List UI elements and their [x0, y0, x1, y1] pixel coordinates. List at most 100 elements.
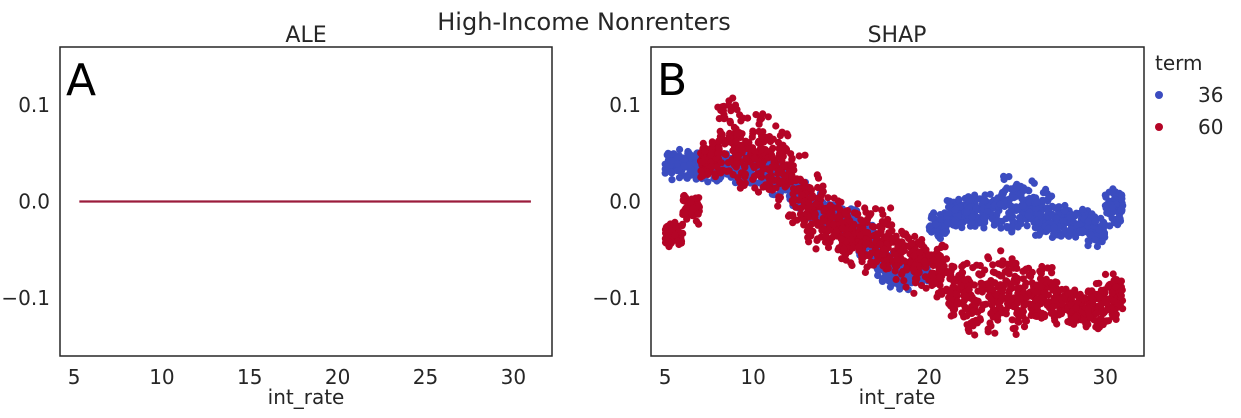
shap-point-term-60: [726, 119, 735, 127]
shap-point-term-60: [801, 151, 809, 159]
shap-point-term-60: [998, 293, 1006, 301]
shap-point-term-60: [1049, 286, 1057, 294]
shap-point-term-60: [1004, 293, 1012, 301]
shap-point-term-36: [930, 214, 938, 222]
shap-point-term-60: [1071, 286, 1079, 294]
shap-point-term-60: [717, 159, 726, 167]
shap-point-term-60: [826, 201, 834, 209]
shap-point-term-60: [805, 238, 813, 246]
shap-point-term-36: [665, 150, 674, 158]
shap-point-term-36: [673, 154, 682, 162]
shap-point-term-60: [900, 277, 908, 285]
shap-point-term-60: [849, 244, 857, 252]
shap-point-term-60: [824, 194, 832, 202]
shap-point-term-60: [848, 261, 856, 270]
shap-point-term-60: [987, 285, 995, 293]
shap-point-term-60: [935, 274, 943, 282]
panel-b-xlabel: int_rate: [859, 385, 936, 409]
shap-point-term-60: [970, 281, 979, 289]
shap-point-term-60: [768, 163, 776, 171]
shap-point-term-60: [1014, 311, 1022, 319]
shap-point-term-60: [708, 162, 716, 170]
shap-point-term-60: [774, 138, 783, 146]
shap-point-term-60: [1072, 304, 1080, 312]
shap-point-term-36: [1060, 207, 1069, 215]
shap-point-term-60: [1037, 283, 1045, 291]
shap-point-term-60: [1108, 289, 1116, 297]
shap-point-term-60: [880, 218, 888, 226]
panel-a-xlabel: int_rate: [268, 385, 345, 409]
shap-point-term-60: [1037, 314, 1046, 322]
shap-point-term-60: [1011, 324, 1019, 332]
shap-point-term-36: [988, 215, 996, 223]
shap-point-term-36: [965, 196, 973, 204]
shap-point-term-60: [824, 243, 833, 252]
shap-point-term-60: [708, 139, 717, 147]
shap-point-term-60: [1089, 299, 1097, 307]
shap-point-term-36: [980, 214, 988, 222]
shap-point-term-36: [1036, 211, 1044, 219]
shap-point-term-60: [1084, 320, 1092, 328]
shap-point-term-60: [950, 311, 958, 319]
shap-point-term-60: [1075, 292, 1084, 301]
shap-point-term-60: [674, 237, 682, 245]
shap-point-term-60: [1112, 283, 1120, 291]
shap-point-term-36: [980, 196, 988, 205]
shap-point-term-60: [898, 270, 906, 278]
shap-point-term-60: [1019, 275, 1027, 283]
shap-point-term-60: [838, 218, 846, 227]
shap-point-term-36: [1100, 231, 1108, 239]
shap-point-term-36: [881, 273, 889, 281]
shap-point-term-60: [1092, 309, 1101, 317]
shap-point-term-60: [729, 94, 737, 102]
shap-point-term-60: [742, 154, 750, 162]
shap-point-term-60: [755, 127, 763, 136]
shap-point-term-60: [820, 217, 828, 225]
shap-point-term-60: [963, 259, 971, 267]
shap-point-term-60: [1013, 274, 1022, 282]
shap-point-term-60: [805, 199, 813, 207]
shap-point-term-60: [1037, 276, 1045, 284]
shap-point-term-60: [754, 139, 762, 147]
shap-point-term-60: [931, 280, 939, 288]
shap-point-term-36: [1001, 186, 1009, 194]
panel-b-ticks: 5 10 15 20 25 30 0.1 0.0 −0.1: [592, 93, 1118, 389]
panel-a-letter: A: [66, 55, 96, 106]
shap-point-term-60: [1112, 276, 1121, 284]
shap-point-term-36: [1000, 175, 1008, 184]
shap-point-term-36: [1052, 214, 1061, 222]
legend-marker-36: [1155, 91, 1163, 99]
shap-point-term-60: [1036, 267, 1044, 275]
shap-point-term-36: [1025, 187, 1033, 195]
shap-point-term-60: [839, 224, 847, 232]
shap-point-term-36: [1015, 214, 1024, 222]
shap-point-term-36: [1028, 177, 1036, 185]
shap-point-term-60: [762, 133, 771, 141]
shap-point-term-60: [1044, 291, 1052, 299]
shap-point-term-60: [758, 160, 767, 168]
shap-point-term-36: [1097, 214, 1105, 222]
shap-point-term-36: [1038, 196, 1047, 204]
legend-marker-60: [1155, 123, 1163, 131]
shap-point-term-60: [699, 139, 707, 147]
shap-point-term-36: [997, 224, 1005, 232]
shap-point-term-60: [724, 159, 732, 167]
shap-point-term-60: [842, 256, 850, 264]
shap-point-term-36: [1091, 236, 1099, 244]
shap-point-term-60: [757, 169, 765, 177]
shap-point-term-36: [1035, 231, 1043, 239]
shap-point-term-36: [1079, 205, 1087, 213]
shap-point-term-60: [878, 206, 886, 214]
shap-point-term-60: [1103, 306, 1111, 314]
shap-point-term-60: [847, 235, 855, 243]
shap-point-term-60: [751, 148, 759, 156]
shap-point-term-60: [714, 103, 722, 111]
panel-a-xtick-label: 25: [413, 365, 438, 389]
shap-point-term-60: [962, 292, 970, 300]
shap-point-term-36: [1079, 227, 1087, 235]
shap-point-term-60: [1103, 317, 1111, 325]
shap-point-term-60: [1053, 278, 1061, 287]
shap-point-term-60: [737, 145, 746, 153]
shap-point-term-60: [982, 300, 990, 308]
shap-point-term-36: [936, 234, 944, 242]
